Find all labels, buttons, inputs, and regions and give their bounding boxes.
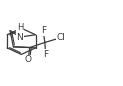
Text: N: N xyxy=(17,33,23,42)
Text: H: H xyxy=(17,23,23,32)
Text: F: F xyxy=(43,50,48,59)
Text: O: O xyxy=(25,55,32,64)
Text: F: F xyxy=(41,26,46,35)
Text: Cl: Cl xyxy=(57,33,66,42)
